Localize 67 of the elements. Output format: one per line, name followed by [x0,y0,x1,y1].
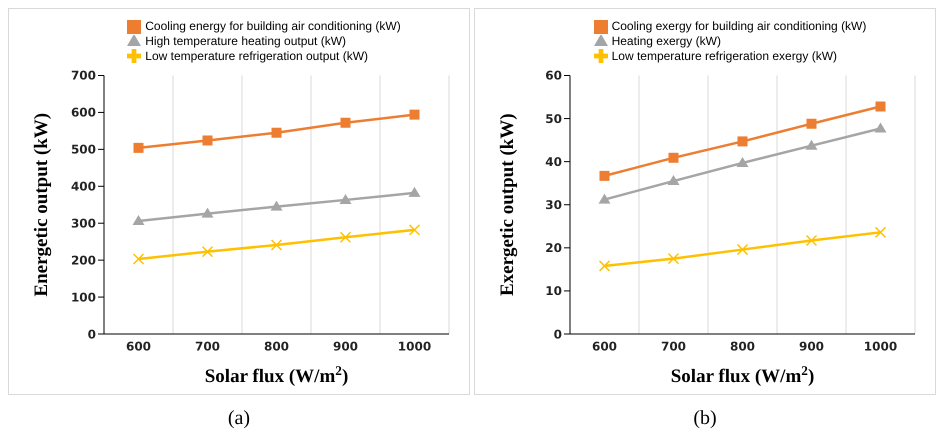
x-axis-title: Solar flux (W/m$^{2}$) [204,362,348,387]
point [598,194,610,204]
legend-label: Low temperature refrigeration exergy (kW) [612,48,838,63]
point [738,136,748,146]
x-tick-label: 900 [332,340,358,354]
point [668,175,680,186]
y-axis-title: Energetic output (kW) [31,112,52,297]
point [202,208,214,218]
point [736,156,748,167]
y-tick-label: 20 [545,241,562,256]
x-tick-label: 700 [660,340,686,354]
point [408,224,420,236]
point [598,260,610,272]
point [132,214,144,225]
x-tick-label: 900 [798,340,824,354]
y-tick-label: 100 [70,290,96,304]
point [876,102,886,112]
point [874,122,886,132]
y-axis-title: Exergetic output (kW) [497,113,518,296]
y-tick-label: 0 [554,327,562,342]
point [668,252,680,264]
y-tick-label: 700 [70,68,96,83]
y-tick-label: 0 [88,327,96,342]
x-tick-label: 800 [730,340,756,354]
point [668,152,678,163]
legend-label: Cooling exergy for building air conditioning (kW) [612,19,866,33]
text: (a) [226,407,252,430]
point [806,118,816,129]
y-tick-label: 50 [545,112,562,126]
x-tick-label: 1000 [398,340,432,354]
point [340,118,350,128]
point [202,135,212,146]
y-tick-label: 600 [70,106,96,120]
x-tick-label: 700 [194,340,220,354]
legend-label: Heating exergy (kW) [612,34,721,48]
legend-label: Cooling energy for building air conditioning (kW) [145,19,401,33]
x-tick-label: 600 [592,340,618,354]
point [600,170,610,181]
point [874,226,886,238]
point [202,246,214,258]
legend-label: High temperature heating output (kW) [145,34,346,48]
text: (b) [692,407,718,430]
point [806,234,818,246]
x-tick-label: 800 [264,340,290,354]
y-tick-label: 500 [70,142,96,157]
y-tick-label: 60 [545,68,562,83]
y-tick-label: 300 [70,216,96,230]
x-tick-label: 600 [126,340,152,354]
y-tick-label: 40 [545,154,562,169]
x-tick-label: 1000 [864,340,898,354]
point [408,186,420,197]
point [270,200,282,211]
y-tick-label: 400 [70,180,96,194]
point [340,231,352,243]
point [132,253,144,265]
legend-label: Low temperature refrigeration output (kW) [145,48,368,63]
point [806,140,818,150]
y-tick-label: 30 [545,198,562,212]
x-axis-title: Solar flux (W/m$^{2}$) [670,362,814,387]
y-tick-label: 200 [70,253,96,268]
point [340,194,352,204]
y-tick-label: 10 [545,284,562,298]
point [410,110,420,120]
point [272,128,282,138]
point [736,244,748,256]
point [270,239,282,251]
point [134,142,144,153]
